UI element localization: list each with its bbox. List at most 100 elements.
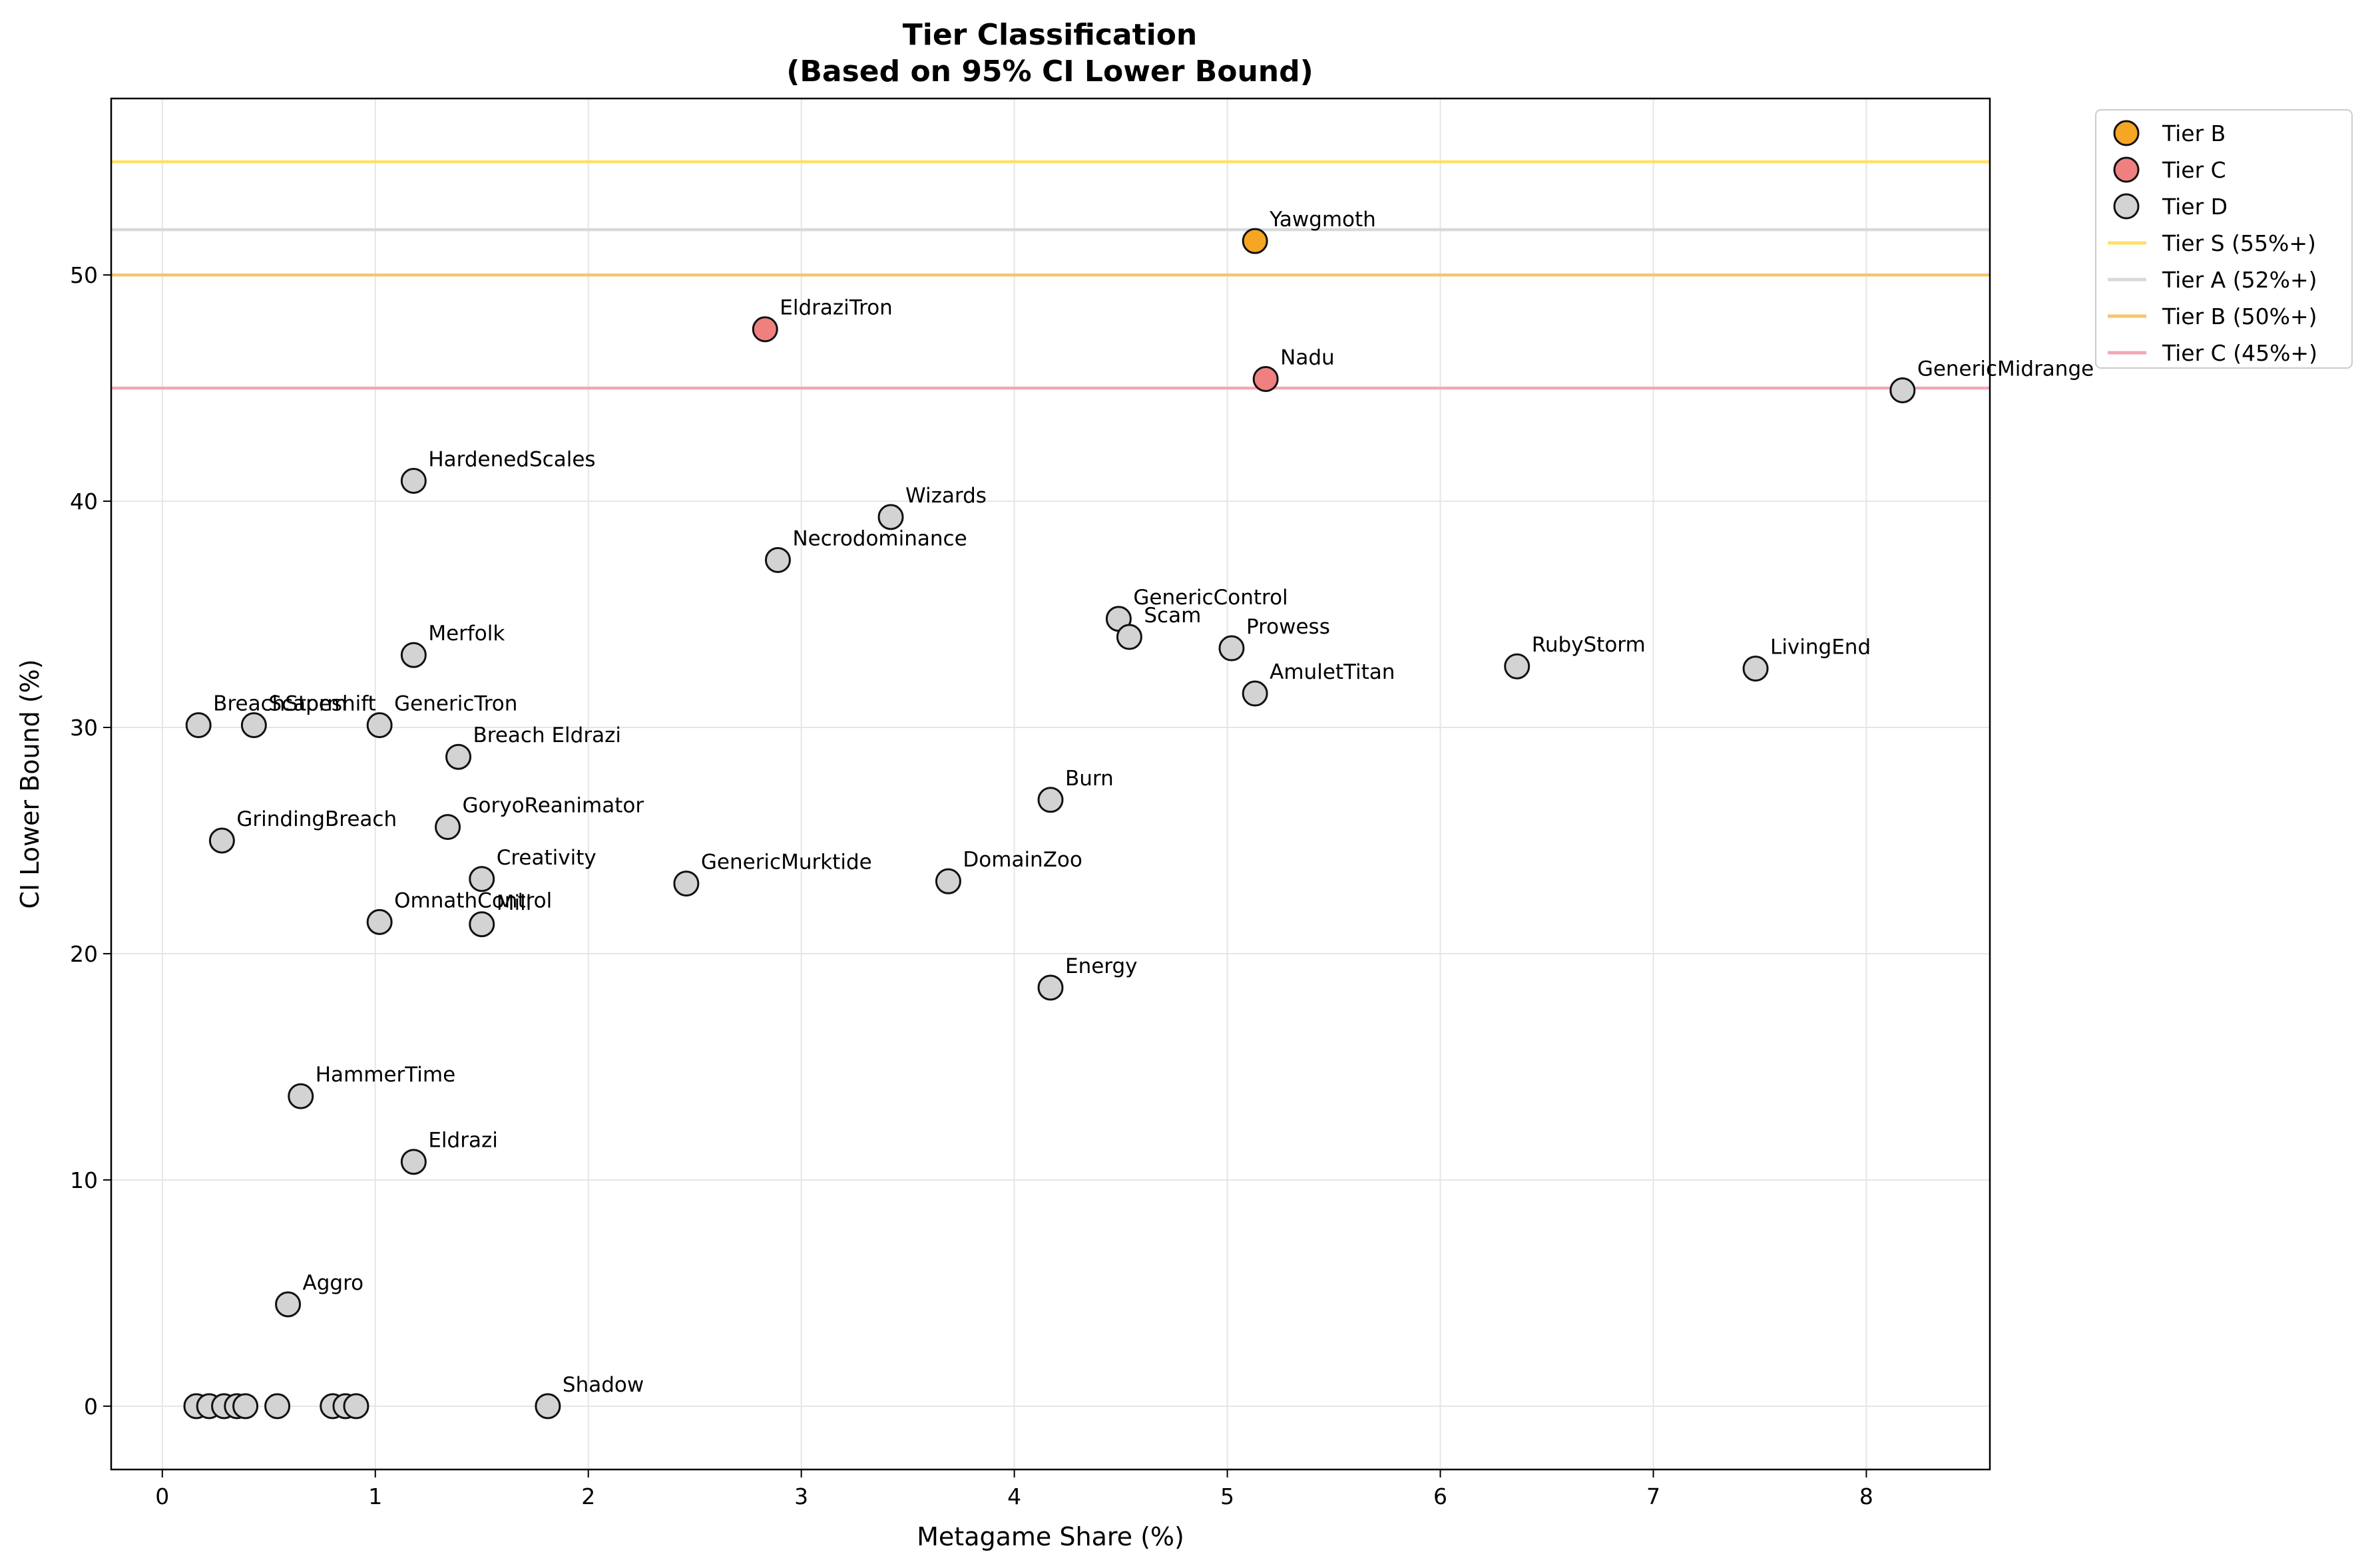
point-label: Scapeshift bbox=[268, 692, 375, 716]
data-point bbox=[1252, 366, 1279, 393]
point-label: Necrodominance bbox=[792, 526, 967, 550]
data-point bbox=[877, 504, 904, 530]
point-label: GenericTron bbox=[394, 692, 517, 716]
x-tick-label: 0 bbox=[155, 1483, 169, 1509]
y-tick-label: 0 bbox=[84, 1394, 98, 1420]
point-label: Burn bbox=[1065, 767, 1114, 791]
y-tick-label: 30 bbox=[70, 715, 98, 741]
point-label: Aggro bbox=[303, 1271, 364, 1295]
data-point bbox=[1037, 787, 1064, 813]
data-point bbox=[1889, 377, 1916, 404]
y-axis-label: CI Lower Bound (%) bbox=[15, 659, 45, 908]
point-label: Wizards bbox=[905, 484, 987, 508]
x-tick-label: 5 bbox=[1220, 1483, 1234, 1509]
legend-label: Tier S (55%+) bbox=[2162, 230, 2316, 256]
legend-marker bbox=[2113, 120, 2140, 146]
plot-frame bbox=[110, 97, 1991, 1471]
data-point bbox=[1116, 624, 1142, 650]
x-tick-label: 4 bbox=[1007, 1483, 1021, 1509]
data-point bbox=[1504, 653, 1531, 680]
data-point bbox=[535, 1393, 561, 1420]
data-point bbox=[366, 908, 393, 935]
point-label: HardenedScales bbox=[428, 447, 595, 471]
data-point bbox=[366, 712, 393, 739]
legend-label: Tier D bbox=[2162, 194, 2228, 220]
data-point bbox=[445, 743, 472, 770]
y-tick-label: 40 bbox=[70, 489, 98, 514]
data-point bbox=[752, 316, 778, 343]
x-axis-label: Metagame Share (%) bbox=[917, 1522, 1184, 1551]
data-point bbox=[764, 546, 791, 573]
y-tick-label: 50 bbox=[70, 262, 98, 288]
data-point bbox=[275, 1291, 302, 1318]
chart-title: Tier Classification bbox=[903, 18, 1198, 52]
point-label: LivingEnd bbox=[1770, 636, 1871, 660]
point-label: Yawgmoth bbox=[1269, 208, 1376, 232]
legend: Tier B Tier C Tier D Tier S (55%+) Tier A (5… bbox=[2095, 109, 2353, 369]
data-point bbox=[240, 712, 267, 739]
x-tick-label: 7 bbox=[1646, 1483, 1660, 1509]
point-label: EldraziTron bbox=[780, 296, 893, 320]
data-point bbox=[1218, 635, 1245, 662]
data-point bbox=[343, 1393, 369, 1420]
point-label: AmuletTitan bbox=[1270, 660, 1395, 684]
axes: 0 1 2 3 4 5 6 7 8 0 10 20 30 40 50 bbox=[70, 97, 1991, 1509]
data-point bbox=[1037, 974, 1064, 1001]
point-label: GenericMurktide bbox=[701, 851, 872, 875]
point-label: GenericMidrange bbox=[1917, 357, 2094, 381]
point-label: GoryoReanimator bbox=[463, 794, 644, 818]
data-point bbox=[1242, 680, 1268, 707]
x-tick-label: 1 bbox=[368, 1483, 382, 1509]
point-label: Energy bbox=[1065, 954, 1138, 978]
legend-label: Tier C (45%+) bbox=[2162, 340, 2317, 366]
point-label: HammerTime bbox=[316, 1063, 455, 1087]
point-label: OmnathControl bbox=[394, 888, 552, 912]
grid-lines bbox=[111, 98, 1990, 1470]
legend-label: Tier C bbox=[2162, 157, 2226, 183]
data-point bbox=[208, 827, 235, 854]
x-tick-label: 3 bbox=[794, 1483, 808, 1509]
data-point bbox=[232, 1393, 259, 1420]
data-point bbox=[469, 911, 495, 938]
point-label: Scam bbox=[1144, 604, 1201, 628]
tier-reference-lines bbox=[111, 160, 1990, 390]
data-point bbox=[673, 871, 700, 897]
point-label: RubyStorm bbox=[1532, 633, 1646, 657]
point-label: Breach Eldrazi bbox=[473, 723, 621, 747]
y-tick-label: 20 bbox=[70, 941, 98, 967]
data-points bbox=[183, 228, 1916, 1420]
point-label: BreachStorm bbox=[213, 692, 347, 716]
data-point bbox=[185, 712, 212, 739]
data-point bbox=[400, 642, 427, 668]
data-point bbox=[400, 1149, 427, 1175]
legend-marker bbox=[2113, 156, 2140, 183]
data-point bbox=[288, 1083, 314, 1109]
data-point bbox=[1242, 228, 1268, 254]
point-label: Eldrazi bbox=[428, 1129, 498, 1153]
point-label: GrindingBreach bbox=[236, 807, 397, 831]
point-label: Creativity bbox=[497, 846, 596, 870]
legend-label: Tier B bbox=[2162, 120, 2226, 146]
point-label: Nadu bbox=[1280, 346, 1335, 370]
y-tick-label: 10 bbox=[70, 1167, 98, 1193]
data-point bbox=[264, 1393, 291, 1420]
point-labels: Yawgmoth EldraziTron Nadu GenericMidrange Ha… bbox=[213, 208, 2094, 1397]
legend-marker bbox=[2113, 193, 2140, 220]
data-point bbox=[935, 868, 961, 894]
point-label: GenericControl bbox=[1133, 586, 1288, 610]
point-label: Prowess bbox=[1246, 615, 1330, 639]
x-tick-label: 6 bbox=[1433, 1483, 1447, 1509]
chart-subtitle: (Based on 95% CI Lower Bound) bbox=[786, 55, 1313, 89]
data-point bbox=[435, 814, 461, 841]
data-point bbox=[469, 866, 495, 892]
legend-label: Tier A (52%+) bbox=[2162, 267, 2317, 293]
legend-label: Tier B (50%+) bbox=[2162, 303, 2317, 329]
point-label: Shadow bbox=[563, 1373, 644, 1397]
x-tick-label: 2 bbox=[581, 1483, 595, 1509]
point-label: Mill bbox=[497, 891, 532, 915]
data-point bbox=[400, 467, 427, 494]
data-point bbox=[1742, 656, 1769, 682]
legend-box bbox=[2095, 109, 2353, 369]
point-label: Merfolk bbox=[428, 622, 505, 646]
